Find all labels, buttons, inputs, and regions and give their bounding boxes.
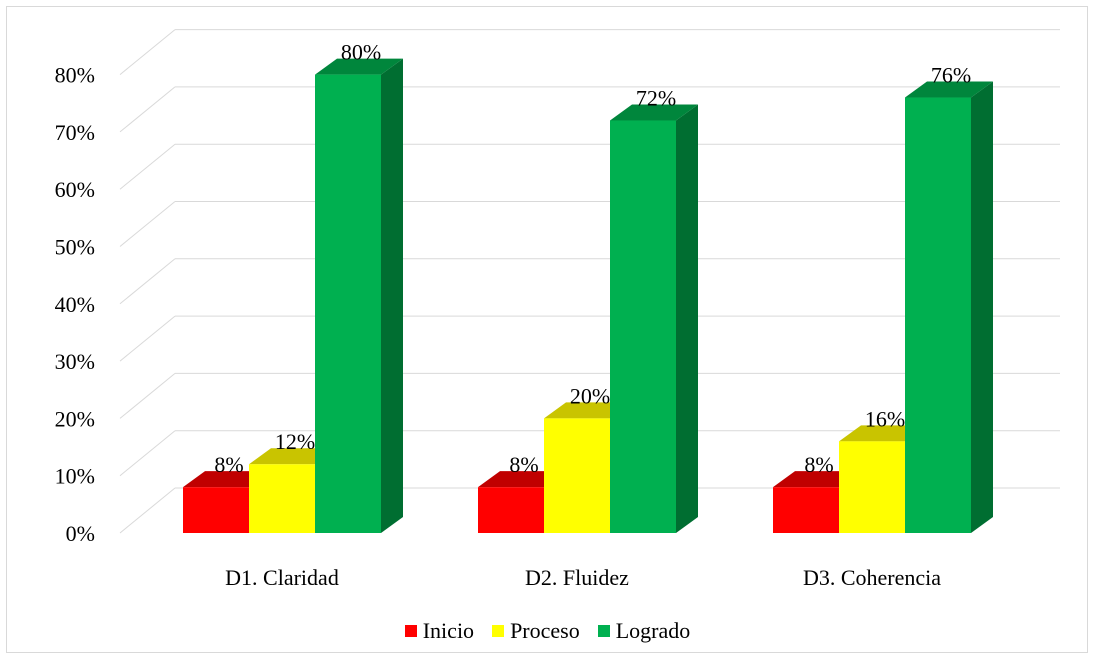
data-label: 80% [341,40,381,65]
y-tick-label: 20% [55,406,95,431]
legend-label-proceso: Proceso [510,618,580,643]
y-tick-label: 60% [55,177,95,202]
data-label: 8% [214,452,243,477]
chart-legend: Inicio Proceso Logrado [0,618,1095,644]
data-label: 20% [570,383,610,408]
legend-swatch-proceso [492,625,505,637]
bar-proceso [839,441,905,533]
bar-logrado [315,74,381,533]
bar-side [971,81,993,534]
gridline-diagonal [119,315,176,362]
gridline-diagonal [119,86,176,133]
bar-top [315,58,403,75]
data-label: 8% [804,452,833,477]
y-tick-label: 70% [55,120,95,145]
bar-inicio [773,487,839,533]
bar-top [610,104,698,121]
legend-item-proceso: Proceso [492,618,580,644]
legend-swatch-inicio [404,625,417,637]
data-label: 8% [509,452,538,477]
gridline-diagonal [119,258,176,305]
y-tick-label: 80% [55,63,95,88]
bar-proceso [249,464,315,533]
data-label: 72% [636,85,676,110]
x-tick-label: D2. Fluidez [525,565,629,590]
y-tick-label: 40% [55,292,95,317]
bar-side [381,58,403,533]
data-label: 12% [275,429,315,454]
data-label: 16% [865,406,905,431]
bar-proceso [544,418,610,533]
y-tick-label: 30% [55,349,95,374]
bar-logrado [905,97,971,534]
legend-label-inicio: Inicio [422,618,475,643]
legend-label-logrado: Logrado [615,618,691,643]
bar-logrado [610,120,676,533]
y-tick-label: 0% [66,521,95,546]
x-tick-label: D1. Claridad [225,565,339,590]
gridline-diagonal [119,430,176,477]
bar-chart: 0% 10% 20% 30% 40% 50% 60% 70% 80% 8% 12% 80% D1. Cl… [55,29,1060,590]
bar-inicio [183,487,249,533]
gridline-diagonal [119,487,176,534]
data-label: 76% [931,63,971,88]
y-tick-label: 50% [55,235,95,260]
gridline-diagonal [119,373,176,419]
bar-inicio [478,487,544,533]
bar-side [676,104,698,533]
gridline-diagonal [119,143,176,190]
legend-item-logrado: Logrado [597,618,691,644]
bar-top [905,81,993,98]
y-tick-label: 10% [55,464,95,489]
legend-item-inicio: Inicio [404,618,475,644]
gridline-diagonal [119,29,176,75]
legend-swatch-logrado [597,625,610,637]
x-tick-label: D3. Coherencia [803,565,941,590]
gridline-diagonal [119,201,176,247]
